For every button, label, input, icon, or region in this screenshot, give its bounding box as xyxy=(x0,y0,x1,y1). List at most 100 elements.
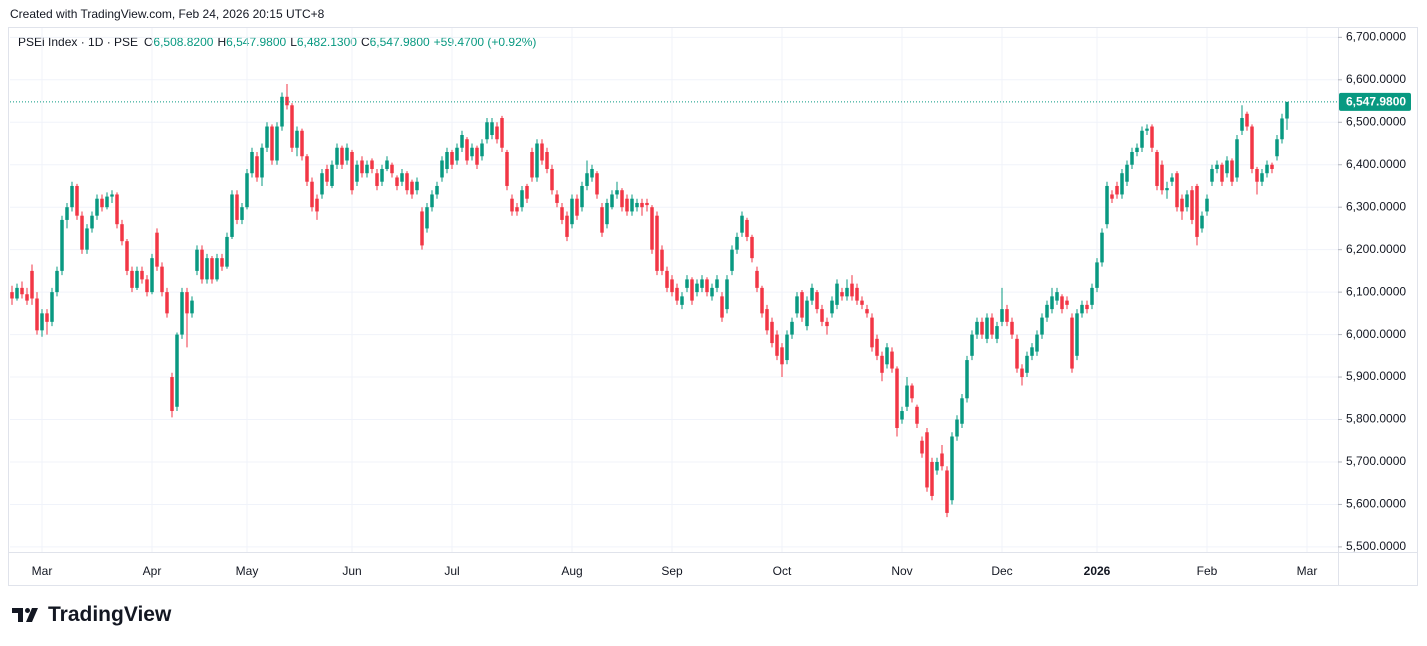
candle-body xyxy=(1085,304,1089,310)
close-key: C xyxy=(360,35,370,49)
candle-body xyxy=(895,368,899,429)
candle-body xyxy=(1080,304,1084,314)
candle-body xyxy=(275,126,279,161)
candle-body xyxy=(120,224,124,242)
candle-body xyxy=(425,207,429,229)
candle-body xyxy=(1235,139,1239,178)
candle-body xyxy=(1110,194,1114,199)
y-tick-label: 6,600.0000 xyxy=(1346,72,1406,86)
candle-body xyxy=(190,300,194,314)
candle-body xyxy=(945,470,949,513)
candle-body xyxy=(115,194,119,225)
candle-body xyxy=(1045,304,1049,318)
candle-body xyxy=(435,185,439,195)
candle-body xyxy=(560,207,564,220)
axes: 5,500.0000 5,600.0000 5,700.0000 5,800.0000… xyxy=(32,30,1411,578)
low-value: 6,482.1300 xyxy=(296,35,357,49)
candle-body xyxy=(235,194,239,220)
candle-body xyxy=(1140,130,1144,148)
candle-body xyxy=(765,309,769,331)
brand: TradingView xyxy=(48,603,172,626)
low-key: L xyxy=(290,35,297,49)
candle-body xyxy=(955,419,959,437)
x-tick-label: Sep xyxy=(661,564,683,578)
candle-body xyxy=(290,105,294,148)
candle-body xyxy=(505,151,509,186)
candle-body xyxy=(1010,321,1014,335)
candle-body xyxy=(785,334,789,361)
candle-body xyxy=(220,258,224,267)
candle-body xyxy=(60,219,64,271)
candle-body xyxy=(230,194,234,237)
candle-body xyxy=(380,168,384,182)
candle-body xyxy=(180,292,184,335)
candle-body xyxy=(730,249,734,271)
candle-body xyxy=(130,270,134,288)
candle-body xyxy=(135,270,139,288)
candle-body xyxy=(750,236,754,259)
candle-body xyxy=(770,321,774,344)
candle-body xyxy=(1065,300,1069,305)
candle-body xyxy=(1025,355,1029,373)
candle-body xyxy=(880,355,884,373)
candle-body xyxy=(980,321,984,335)
candle-body xyxy=(635,202,639,208)
last-price-label: 6,547.9800 xyxy=(1346,95,1406,109)
candle-body xyxy=(885,347,889,365)
candle-body xyxy=(515,207,519,212)
candle-body xyxy=(675,287,679,301)
candle-body xyxy=(1015,338,1019,369)
candle-body xyxy=(285,96,289,106)
change-value: +59.4700 (+0.92%) xyxy=(433,35,537,49)
candle-body xyxy=(465,139,469,161)
candle-body xyxy=(205,258,209,280)
candle-body xyxy=(535,143,539,178)
x-tick-label: Nov xyxy=(891,564,912,578)
candle-body xyxy=(40,313,44,331)
candle-body xyxy=(365,164,369,174)
candle-body xyxy=(735,236,739,250)
candle-body xyxy=(200,249,204,280)
candle-body xyxy=(310,181,314,208)
candle-body xyxy=(1040,317,1044,335)
candle-body xyxy=(185,292,189,314)
candle-body xyxy=(740,215,744,233)
candle-body xyxy=(70,185,74,208)
candle-body xyxy=(160,266,164,293)
candle-body xyxy=(340,147,344,165)
candle-body xyxy=(320,173,324,195)
candle-body xyxy=(950,436,954,501)
candle-body xyxy=(1195,185,1199,237)
candle-body xyxy=(385,160,389,169)
candle-body xyxy=(855,287,859,301)
candle-body xyxy=(175,334,179,407)
high-key: H xyxy=(217,35,227,49)
candle-body xyxy=(810,287,814,301)
candle-body xyxy=(555,194,559,203)
candle-body xyxy=(1280,118,1284,140)
candle-body xyxy=(355,164,359,182)
candle-body xyxy=(760,287,764,314)
candle-body xyxy=(620,190,624,208)
candle-body xyxy=(410,181,414,195)
candle-body xyxy=(170,377,174,412)
candle-body xyxy=(95,198,99,216)
candle-body xyxy=(90,215,94,229)
candle-body xyxy=(800,292,804,318)
candle-body xyxy=(835,283,839,305)
candle-body xyxy=(460,135,464,148)
candle-body xyxy=(630,198,634,212)
candle-body xyxy=(345,147,349,161)
candle-body xyxy=(660,249,664,271)
chart: 5,500.0000 5,600.0000 5,700.0000 5,800.0000… xyxy=(8,27,1418,586)
candle-body xyxy=(1245,113,1249,127)
candle-body xyxy=(1000,309,1004,322)
candle-body xyxy=(1205,198,1209,212)
candle-body xyxy=(935,461,939,471)
candle-body xyxy=(65,207,69,220)
candle-body xyxy=(615,190,619,195)
candle-body xyxy=(375,173,379,186)
grid xyxy=(10,28,1338,552)
candle-body xyxy=(475,147,479,165)
candle-body xyxy=(780,347,784,365)
